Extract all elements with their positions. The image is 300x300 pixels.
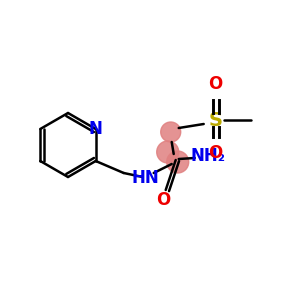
Text: S: S xyxy=(209,110,223,130)
Text: O: O xyxy=(157,191,171,209)
Text: NH₂: NH₂ xyxy=(190,147,225,165)
Text: N: N xyxy=(89,120,103,138)
Circle shape xyxy=(161,122,181,142)
Text: O: O xyxy=(208,144,223,162)
Circle shape xyxy=(157,141,179,163)
Text: HN: HN xyxy=(132,169,160,187)
Circle shape xyxy=(167,151,189,173)
Text: O: O xyxy=(208,75,223,93)
